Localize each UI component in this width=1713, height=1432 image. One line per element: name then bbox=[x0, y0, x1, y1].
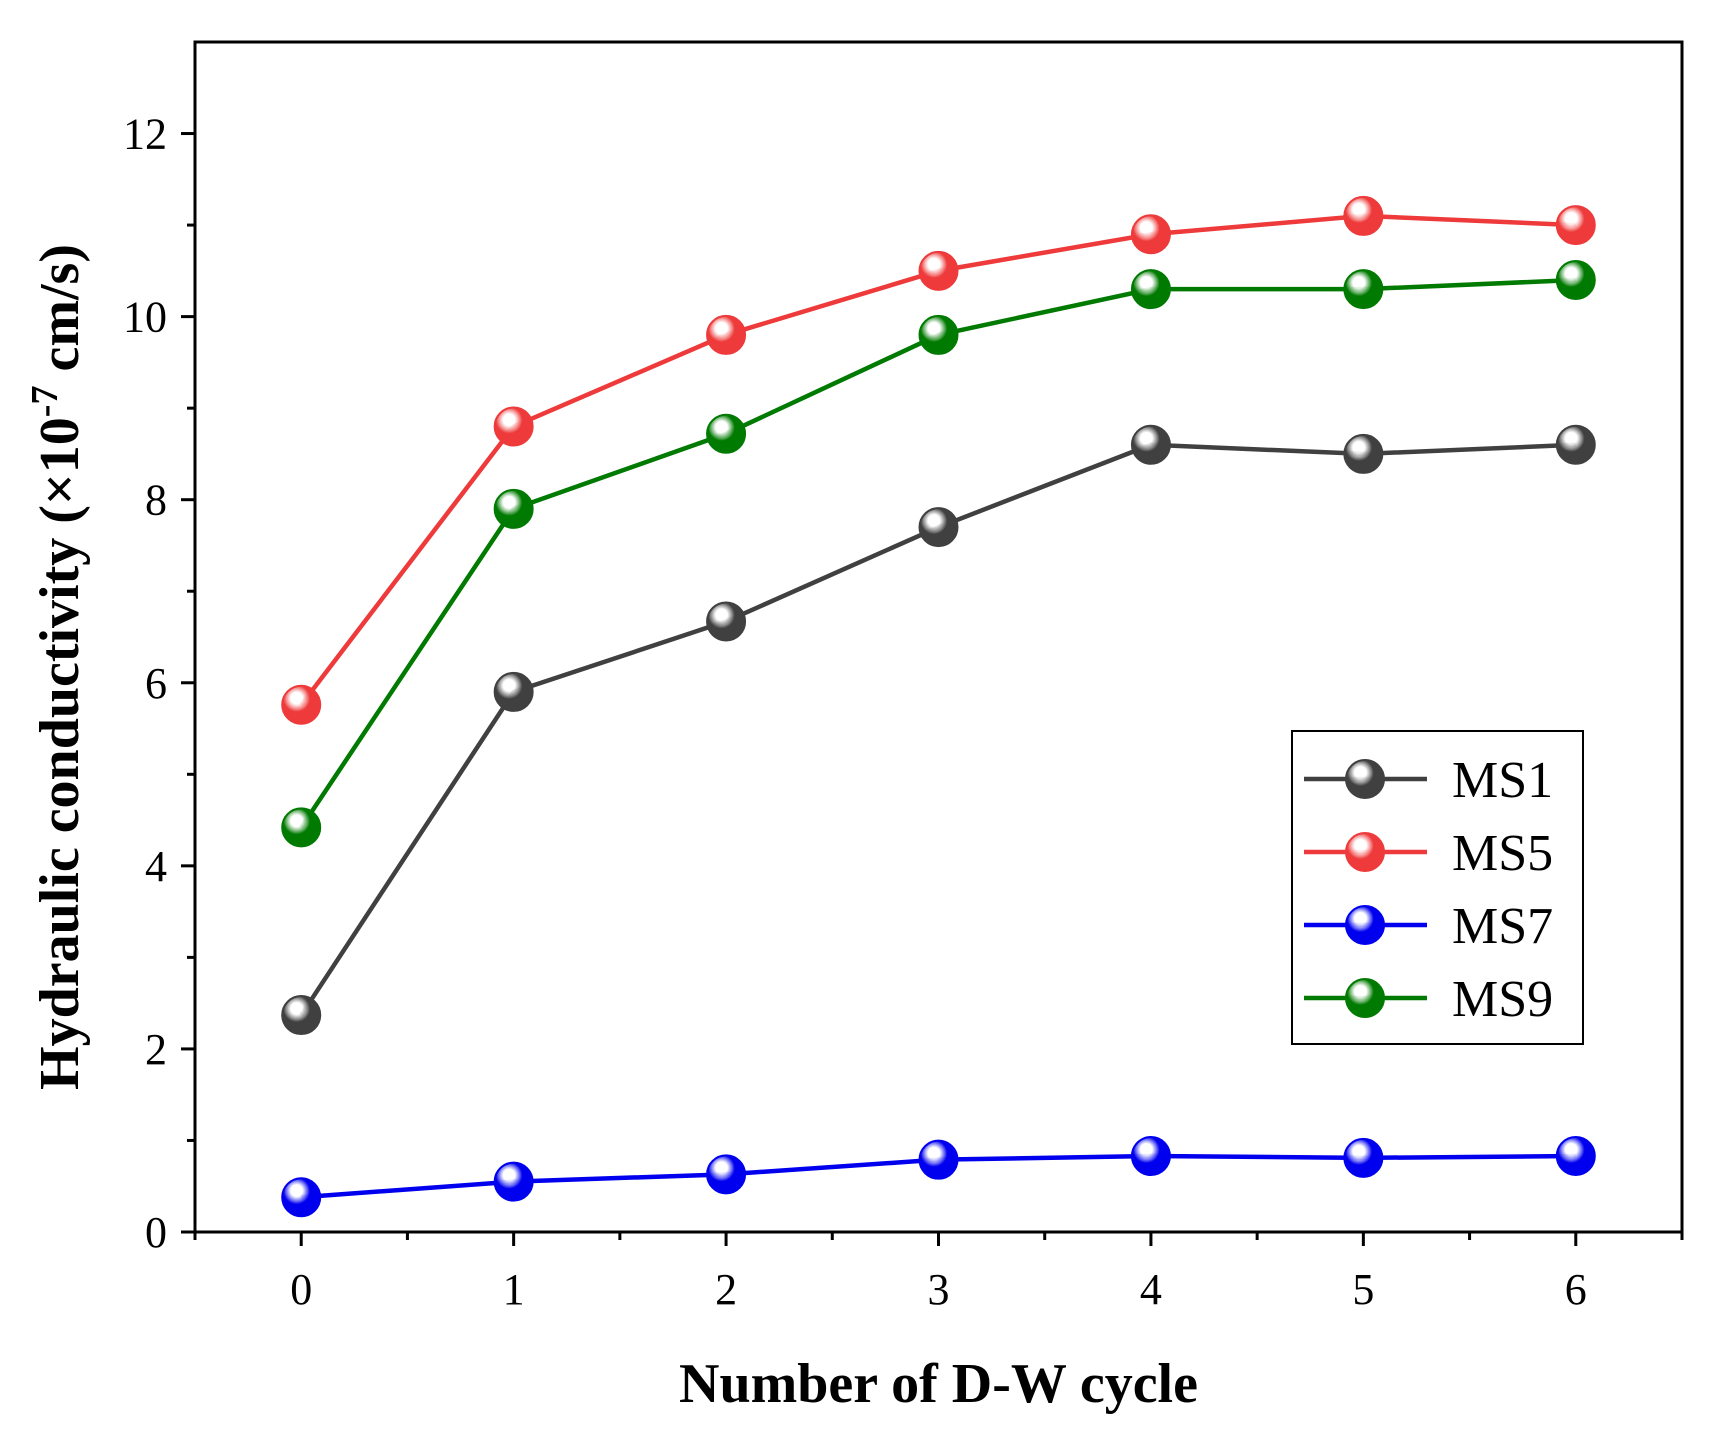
legend-item-ms5: MS5 bbox=[1304, 825, 1553, 882]
legend-marker bbox=[1345, 905, 1385, 945]
data-point-ms5 bbox=[706, 314, 747, 355]
x-tick-label: 1 bbox=[503, 1265, 525, 1314]
data-point-ms9 bbox=[281, 807, 322, 848]
data-point-ms9 bbox=[1343, 269, 1384, 310]
legend-item-ms7: MS7 bbox=[1304, 898, 1553, 955]
legend-label: MS1 bbox=[1452, 752, 1553, 809]
data-point-ms7 bbox=[493, 1161, 534, 1202]
y-tick-label: 2 bbox=[145, 1025, 167, 1074]
data-point-ms7 bbox=[706, 1154, 747, 1195]
data-point-ms7 bbox=[918, 1139, 959, 1180]
legend-item-ms9: MS9 bbox=[1304, 971, 1553, 1028]
x-tick-label: 3 bbox=[928, 1265, 950, 1314]
x-tick-label: 4 bbox=[1140, 1265, 1162, 1314]
legend-marker bbox=[1345, 759, 1385, 799]
legend-marker bbox=[1345, 978, 1385, 1018]
data-point-ms5 bbox=[1343, 195, 1384, 236]
data-point-ms9 bbox=[706, 413, 747, 454]
y-tick-label: 4 bbox=[145, 842, 167, 891]
legend: MS1 MS5 MS7 MS9 bbox=[1291, 730, 1584, 1045]
legend-marker bbox=[1345, 832, 1385, 872]
data-point-ms5 bbox=[918, 250, 959, 291]
x-tick-label: 0 bbox=[290, 1265, 312, 1314]
y-axis-title-unit: cm/s) bbox=[29, 244, 91, 386]
series-ms9 bbox=[281, 260, 1596, 848]
data-point-ms9 bbox=[918, 314, 959, 355]
data-point-ms5 bbox=[1555, 205, 1596, 246]
legend-item-ms1: MS1 bbox=[1304, 752, 1553, 809]
x-tick-label: 6 bbox=[1565, 1265, 1587, 1314]
x-tick-label: 5 bbox=[1352, 1265, 1374, 1314]
data-point-ms1 bbox=[918, 507, 959, 548]
y-axis-title: Hydraulic conductivity (×10-7 cm/s) bbox=[24, 244, 91, 1090]
data-point-ms5 bbox=[493, 406, 534, 447]
data-point-ms5 bbox=[1130, 214, 1171, 255]
y-tick-label: 6 bbox=[145, 659, 167, 708]
data-point-ms1 bbox=[493, 671, 534, 712]
data-point-ms7 bbox=[1343, 1137, 1384, 1178]
data-point-ms5 bbox=[281, 684, 322, 725]
data-point-ms7 bbox=[1555, 1136, 1596, 1177]
legend-label: MS5 bbox=[1452, 825, 1553, 882]
series-ms5 bbox=[281, 195, 1596, 725]
data-point-ms1 bbox=[1343, 433, 1384, 474]
data-point-ms1 bbox=[1130, 424, 1171, 465]
series-ms7 bbox=[281, 1136, 1596, 1218]
series-ms1 bbox=[281, 424, 1596, 1036]
legend-box bbox=[1291, 730, 1584, 1045]
x-tick-label: 2 bbox=[715, 1265, 737, 1314]
x-axis-title: Number of D-W cycle bbox=[679, 1353, 1198, 1415]
y-axis-title-exponent: -7 bbox=[24, 386, 66, 418]
legend-label: MS9 bbox=[1452, 971, 1553, 1028]
y-axis-title-main: Hydraulic conductivity (×10 bbox=[29, 417, 91, 1090]
data-point-ms1 bbox=[281, 995, 322, 1036]
data-point-ms1 bbox=[706, 601, 747, 642]
data-point-ms9 bbox=[1130, 269, 1171, 310]
y-tick-label: 0 bbox=[145, 1208, 167, 1257]
data-point-ms9 bbox=[1555, 260, 1596, 300]
y-tick-label: 8 bbox=[145, 476, 167, 525]
data-point-ms1 bbox=[1555, 424, 1596, 465]
data-point-ms7 bbox=[281, 1177, 322, 1218]
series-group bbox=[281, 195, 1596, 1218]
legend-label: MS7 bbox=[1452, 898, 1553, 955]
data-point-ms7 bbox=[1130, 1136, 1171, 1177]
data-point-ms9 bbox=[493, 488, 534, 529]
y-tick-label: 12 bbox=[123, 110, 167, 159]
y-tick-label: 10 bbox=[123, 293, 167, 342]
